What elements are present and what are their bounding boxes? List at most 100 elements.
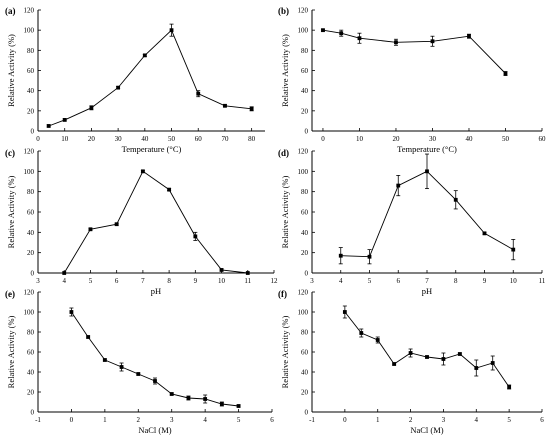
data-point xyxy=(236,404,241,408)
x-tick-label: 1 xyxy=(103,416,107,424)
data-point xyxy=(142,53,147,58)
y-tick-label: 40 xyxy=(27,369,35,377)
x-tick-label: 0 xyxy=(343,416,347,424)
y-tick-label: 20 xyxy=(301,389,309,397)
x-tick-label: 3 xyxy=(170,416,174,424)
y-tick-label: 80 xyxy=(27,329,35,337)
data-point xyxy=(375,338,380,342)
x-tick-label: 70 xyxy=(221,135,229,143)
x-tick-label: 60 xyxy=(195,135,203,143)
data-point xyxy=(114,222,119,227)
data-point xyxy=(136,372,141,376)
x-tick-label: 0 xyxy=(321,135,325,143)
x-tick-label: 9 xyxy=(483,277,487,285)
data-point xyxy=(46,124,51,128)
data-point xyxy=(338,253,343,258)
x-tick-label: 6 xyxy=(397,277,401,285)
x-tick-label: 5 xyxy=(89,277,93,285)
y-tick-label: 80 xyxy=(27,188,35,196)
data-point xyxy=(367,254,372,259)
data-point xyxy=(186,396,191,400)
series-line xyxy=(48,29,252,127)
y-axis-title: Relative Activity (%) xyxy=(6,315,16,388)
y-tick-label: 0 xyxy=(305,128,309,136)
x-tick-label: 20 xyxy=(392,135,400,143)
y-axis-title: Relative Activity (%) xyxy=(280,175,290,248)
data-point xyxy=(223,103,227,108)
data-point xyxy=(453,197,458,202)
data-point xyxy=(339,31,344,36)
y-tick-label: 120 xyxy=(24,7,35,15)
y-tick-label: 80 xyxy=(301,47,309,55)
y-tick-label: 40 xyxy=(27,87,35,95)
y-tick-label: 100 xyxy=(24,27,35,35)
x-tick-label: 7 xyxy=(425,277,429,285)
data-point xyxy=(441,357,446,361)
x-tick-label: 3 xyxy=(310,277,314,285)
x-tick-label: 4 xyxy=(339,277,343,285)
x-tick-label: 80 xyxy=(248,135,256,143)
x-tick-label: 12 xyxy=(271,277,279,285)
data-point xyxy=(482,231,487,236)
x-tick-label: 6 xyxy=(115,277,119,285)
data-point xyxy=(102,358,107,362)
y-tick-label: 60 xyxy=(27,349,35,357)
x-tick-label: 0 xyxy=(36,135,40,143)
x-tick-label: 50 xyxy=(502,135,510,143)
y-tick-label: 0 xyxy=(305,270,309,278)
x-tick-label: 4 xyxy=(475,416,479,424)
series-line xyxy=(344,311,510,388)
x-tick-label: 20 xyxy=(88,135,96,143)
data-point xyxy=(392,362,397,366)
data-point xyxy=(196,91,201,96)
data-point xyxy=(69,310,74,314)
x-tick-label: 1 xyxy=(376,416,380,424)
x-tick-label: 9 xyxy=(194,277,198,285)
x-tick-label: 10 xyxy=(356,135,364,143)
y-tick-label: 60 xyxy=(301,67,309,75)
data-point xyxy=(359,331,364,335)
x-axis-title: NaCl (M) xyxy=(138,425,171,435)
y-tick-label: 0 xyxy=(31,128,35,136)
data-point xyxy=(88,227,93,232)
panel-label: (c) xyxy=(5,148,15,158)
data-point xyxy=(503,71,508,76)
data-point xyxy=(116,85,121,90)
x-tick-label: 4 xyxy=(62,277,66,285)
x-axis-title: Temperature (°C) xyxy=(397,144,457,154)
x-tick-label: -1 xyxy=(309,416,315,424)
data-point xyxy=(119,365,124,369)
y-axis-title: Relative Activity (%) xyxy=(280,315,290,388)
data-point xyxy=(193,234,198,239)
x-axis-title: Temperature (°C) xyxy=(122,144,182,154)
data-point xyxy=(425,355,429,359)
series-line xyxy=(71,311,239,407)
x-tick-label: 6 xyxy=(270,416,274,424)
y-tick-label: 60 xyxy=(301,209,309,217)
y-tick-label: 100 xyxy=(24,168,35,176)
series-line xyxy=(63,170,248,274)
y-tick-label: 0 xyxy=(31,270,35,278)
data-point xyxy=(89,105,94,110)
y-tick-label: 80 xyxy=(27,47,35,55)
x-axis-title: pH xyxy=(422,286,432,296)
panel-label: (b) xyxy=(278,6,289,16)
data-point xyxy=(490,361,495,365)
x-tick-label: 8 xyxy=(167,277,171,285)
y-tick-label: 120 xyxy=(298,289,309,297)
data-point xyxy=(357,36,362,41)
x-tick-label: 6 xyxy=(540,416,544,424)
x-tick-label: 3 xyxy=(36,277,40,285)
y-tick-label: 120 xyxy=(24,148,35,156)
data-point xyxy=(86,335,91,339)
data-point xyxy=(62,118,67,122)
y-tick-label: 60 xyxy=(27,67,35,75)
y-tick-label: 40 xyxy=(301,229,309,237)
data-point xyxy=(408,351,413,355)
y-tick-label: 120 xyxy=(298,148,309,156)
y-tick-label: 40 xyxy=(27,229,35,237)
